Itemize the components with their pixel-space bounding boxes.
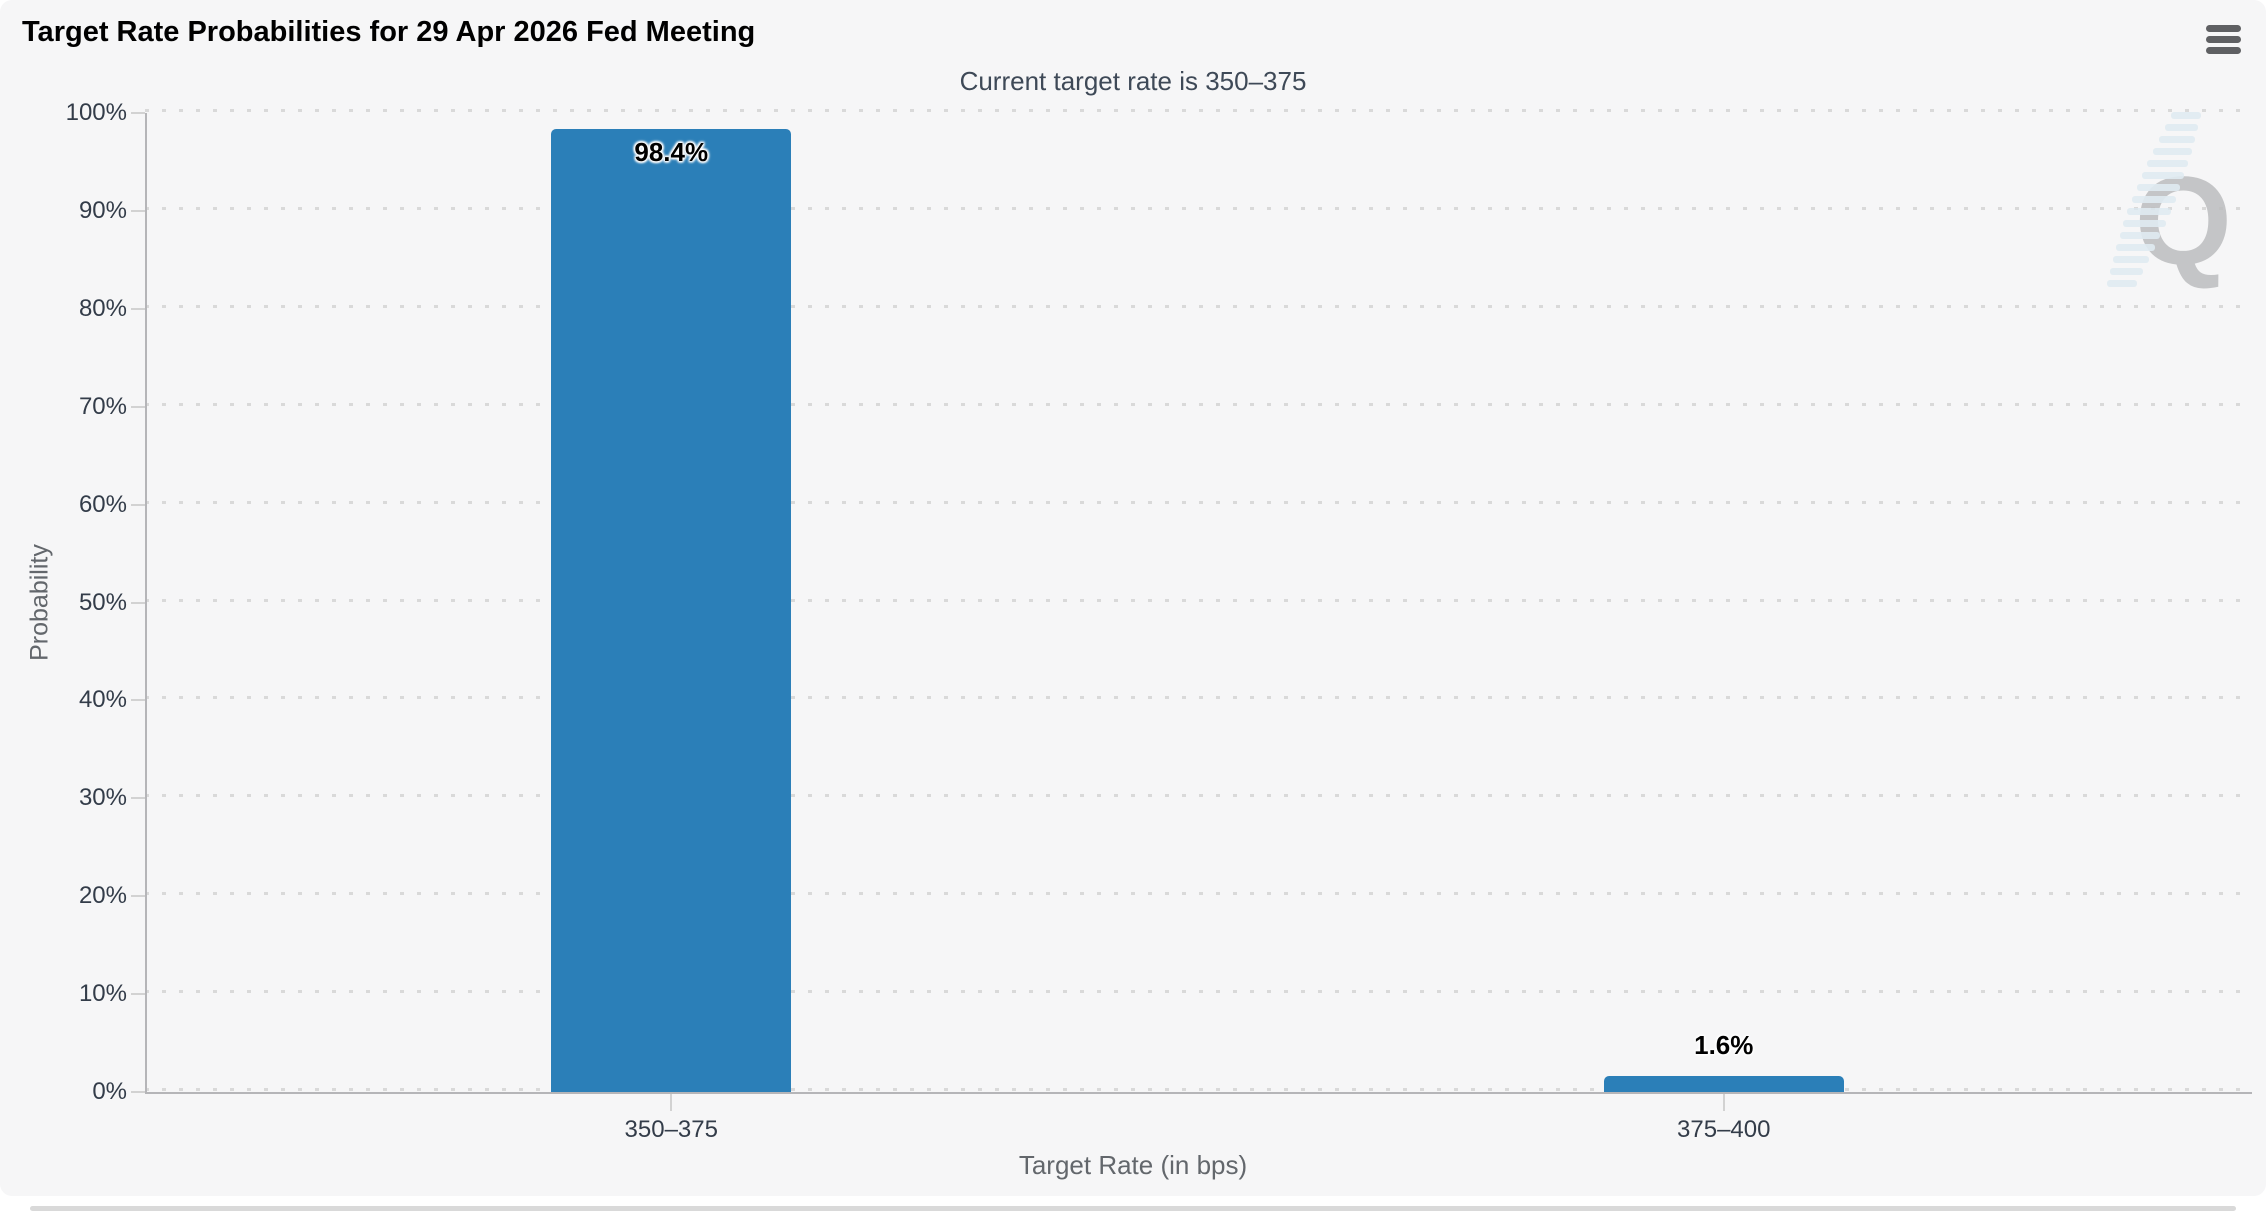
chart-subtitle: Current target rate is 350–375: [959, 66, 1307, 96]
y-gridline: [145, 892, 2250, 896]
y-axis-tick-label: 90%: [78, 196, 127, 224]
x-axis-line: [145, 1092, 2252, 1094]
bar-350–375[interactable]: [551, 128, 792, 1092]
y-axis-tick-label: 10%: [78, 980, 127, 1008]
hamburger-icon: [2206, 47, 2241, 54]
y-gridline: [145, 206, 2250, 210]
bottom-divider: [30, 1206, 2236, 1211]
y-gridline: [145, 1088, 2250, 1091]
x-axis-title: Target Rate (in bps): [1018, 1150, 1248, 1180]
y-gridline: [145, 990, 2250, 994]
y-axis-title: Probability: [25, 544, 54, 661]
y-axis-tick-label: 70%: [78, 392, 127, 420]
y-axis-tick: [131, 895, 145, 898]
y-gridline: [145, 598, 2250, 602]
y-axis-tick-label: 80%: [78, 294, 127, 322]
y-gridline: [145, 696, 2250, 700]
y-axis-tick-label: 30%: [78, 784, 127, 812]
x-axis-category-label: 350–375: [624, 1116, 718, 1143]
bar-value-label: 1.6%: [1694, 1030, 1754, 1061]
y-gridline: [145, 109, 2250, 112]
y-axis-tick-label: 20%: [78, 882, 127, 910]
hamburger-menu-button[interactable]: [2206, 25, 2242, 67]
y-axis-tick-label: 0%: [92, 1078, 127, 1105]
y-axis-tick-label: 60%: [78, 490, 127, 518]
bar-value-label: 98.4%: [634, 136, 709, 167]
y-axis-line: [145, 113, 147, 1092]
x-axis-tick: [1722, 1094, 1725, 1111]
y-axis-tick: [131, 405, 145, 408]
y-gridline: [145, 794, 2250, 798]
y-axis-tick: [131, 1091, 145, 1093]
y-axis-tick: [131, 797, 145, 800]
y-axis-tick-label: 100%: [65, 99, 127, 126]
y-axis-tick: [131, 503, 145, 506]
y-axis-tick: [131, 993, 145, 996]
y-axis-tick: [131, 112, 145, 114]
y-gridline: [145, 402, 2250, 406]
y-axis-tick-label: 50%: [78, 588, 127, 616]
hamburger-icon: [2206, 25, 2241, 32]
hamburger-icon: [2206, 36, 2241, 43]
y-gridline: [145, 500, 2250, 504]
chart-title: Target Rate Probabilities for 29 Apr 202…: [22, 16, 756, 48]
y-gridline: [145, 304, 2250, 308]
y-axis-tick: [131, 699, 145, 702]
bar-375–400[interactable]: [1603, 1076, 1844, 1092]
y-axis-tick: [131, 209, 145, 212]
y-axis-tick: [131, 601, 145, 604]
x-axis-category-label: 375–400: [1677, 1116, 1771, 1143]
y-axis-tick-label: 40%: [78, 686, 127, 714]
x-axis-tick: [670, 1094, 673, 1111]
y-axis-tick: [131, 307, 145, 310]
